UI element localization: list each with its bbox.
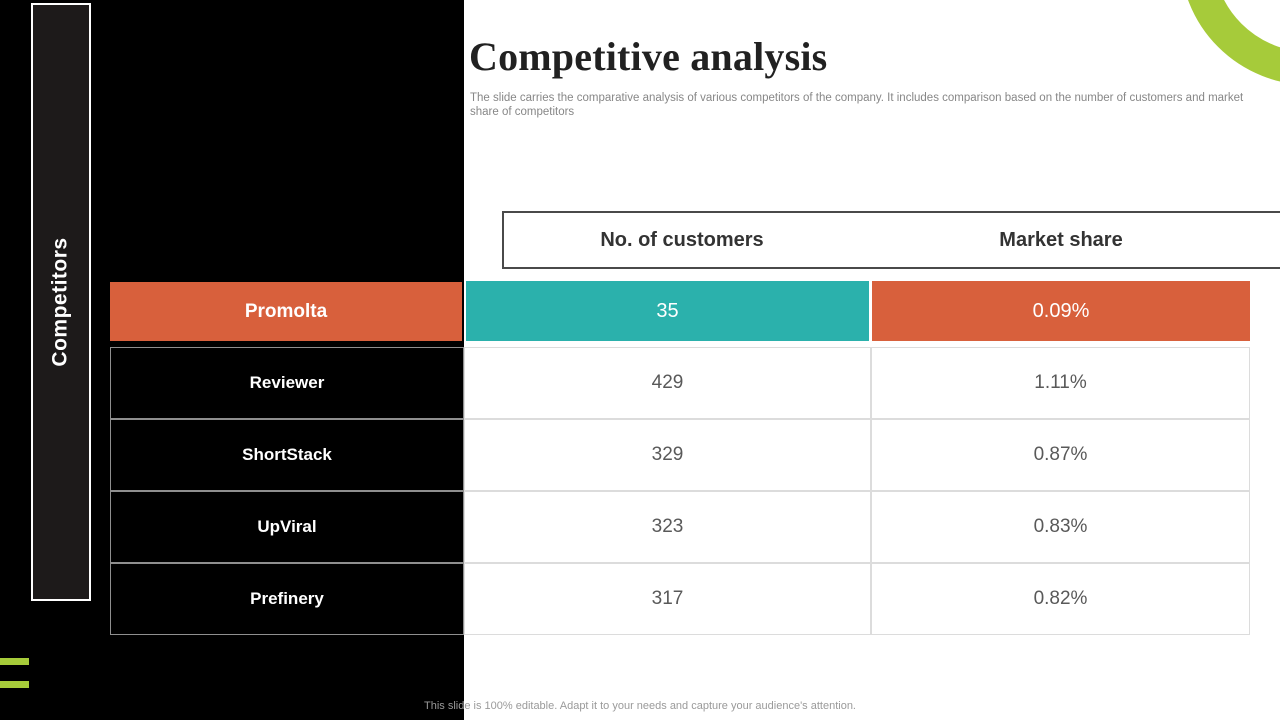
table-cell-customers-highlighted: 35 <box>466 281 869 341</box>
competitors-sidebar: Competitors <box>31 3 91 601</box>
table-body: Reviewer 429 1.11% ShortStack 329 0.87% … <box>110 347 1250 635</box>
table-cell-customers: 323 <box>464 491 871 563</box>
table-cell-market-share-highlighted: 0.09% <box>872 281 1250 341</box>
slide-title: Competitive analysis <box>469 34 828 79</box>
table-row-name-highlighted: Promolta <box>110 282 462 341</box>
column-header-market-share: Market share <box>999 229 1123 251</box>
sidebar-vertical-label: Competitors <box>49 237 72 367</box>
table-cell-customers: 329 <box>464 419 871 491</box>
table-row-name: ShortStack <box>110 419 464 491</box>
table-row-name: Reviewer <box>110 347 464 419</box>
table-row: UpViral 323 0.83% <box>110 491 1250 563</box>
table-row-name: UpViral <box>110 491 464 563</box>
table-cell-market-share: 0.83% <box>871 491 1250 563</box>
table-cell-market-share: 0.82% <box>871 563 1250 635</box>
decorative-bar <box>0 658 29 665</box>
table-cell-market-share: 1.11% <box>871 347 1250 419</box>
column-header-customers: No. of customers <box>600 229 764 251</box>
footer-note: This slide is 100% editable. Adapt it to… <box>424 700 856 712</box>
table-row: ShortStack 329 0.87% <box>110 419 1250 491</box>
slide-subtitle: The slide carries the comparative analys… <box>470 92 1244 119</box>
table-cell-customers: 317 <box>464 563 871 635</box>
table-header-box <box>502 211 1280 269</box>
table-row: Reviewer 429 1.11% <box>110 347 1250 419</box>
table-cell-customers: 429 <box>464 347 871 419</box>
table-cell-market-share: 0.87% <box>871 419 1250 491</box>
table-row-name: Prefinery <box>110 563 464 635</box>
decorative-bar <box>0 681 29 688</box>
table-row: Prefinery 317 0.82% <box>110 563 1250 635</box>
